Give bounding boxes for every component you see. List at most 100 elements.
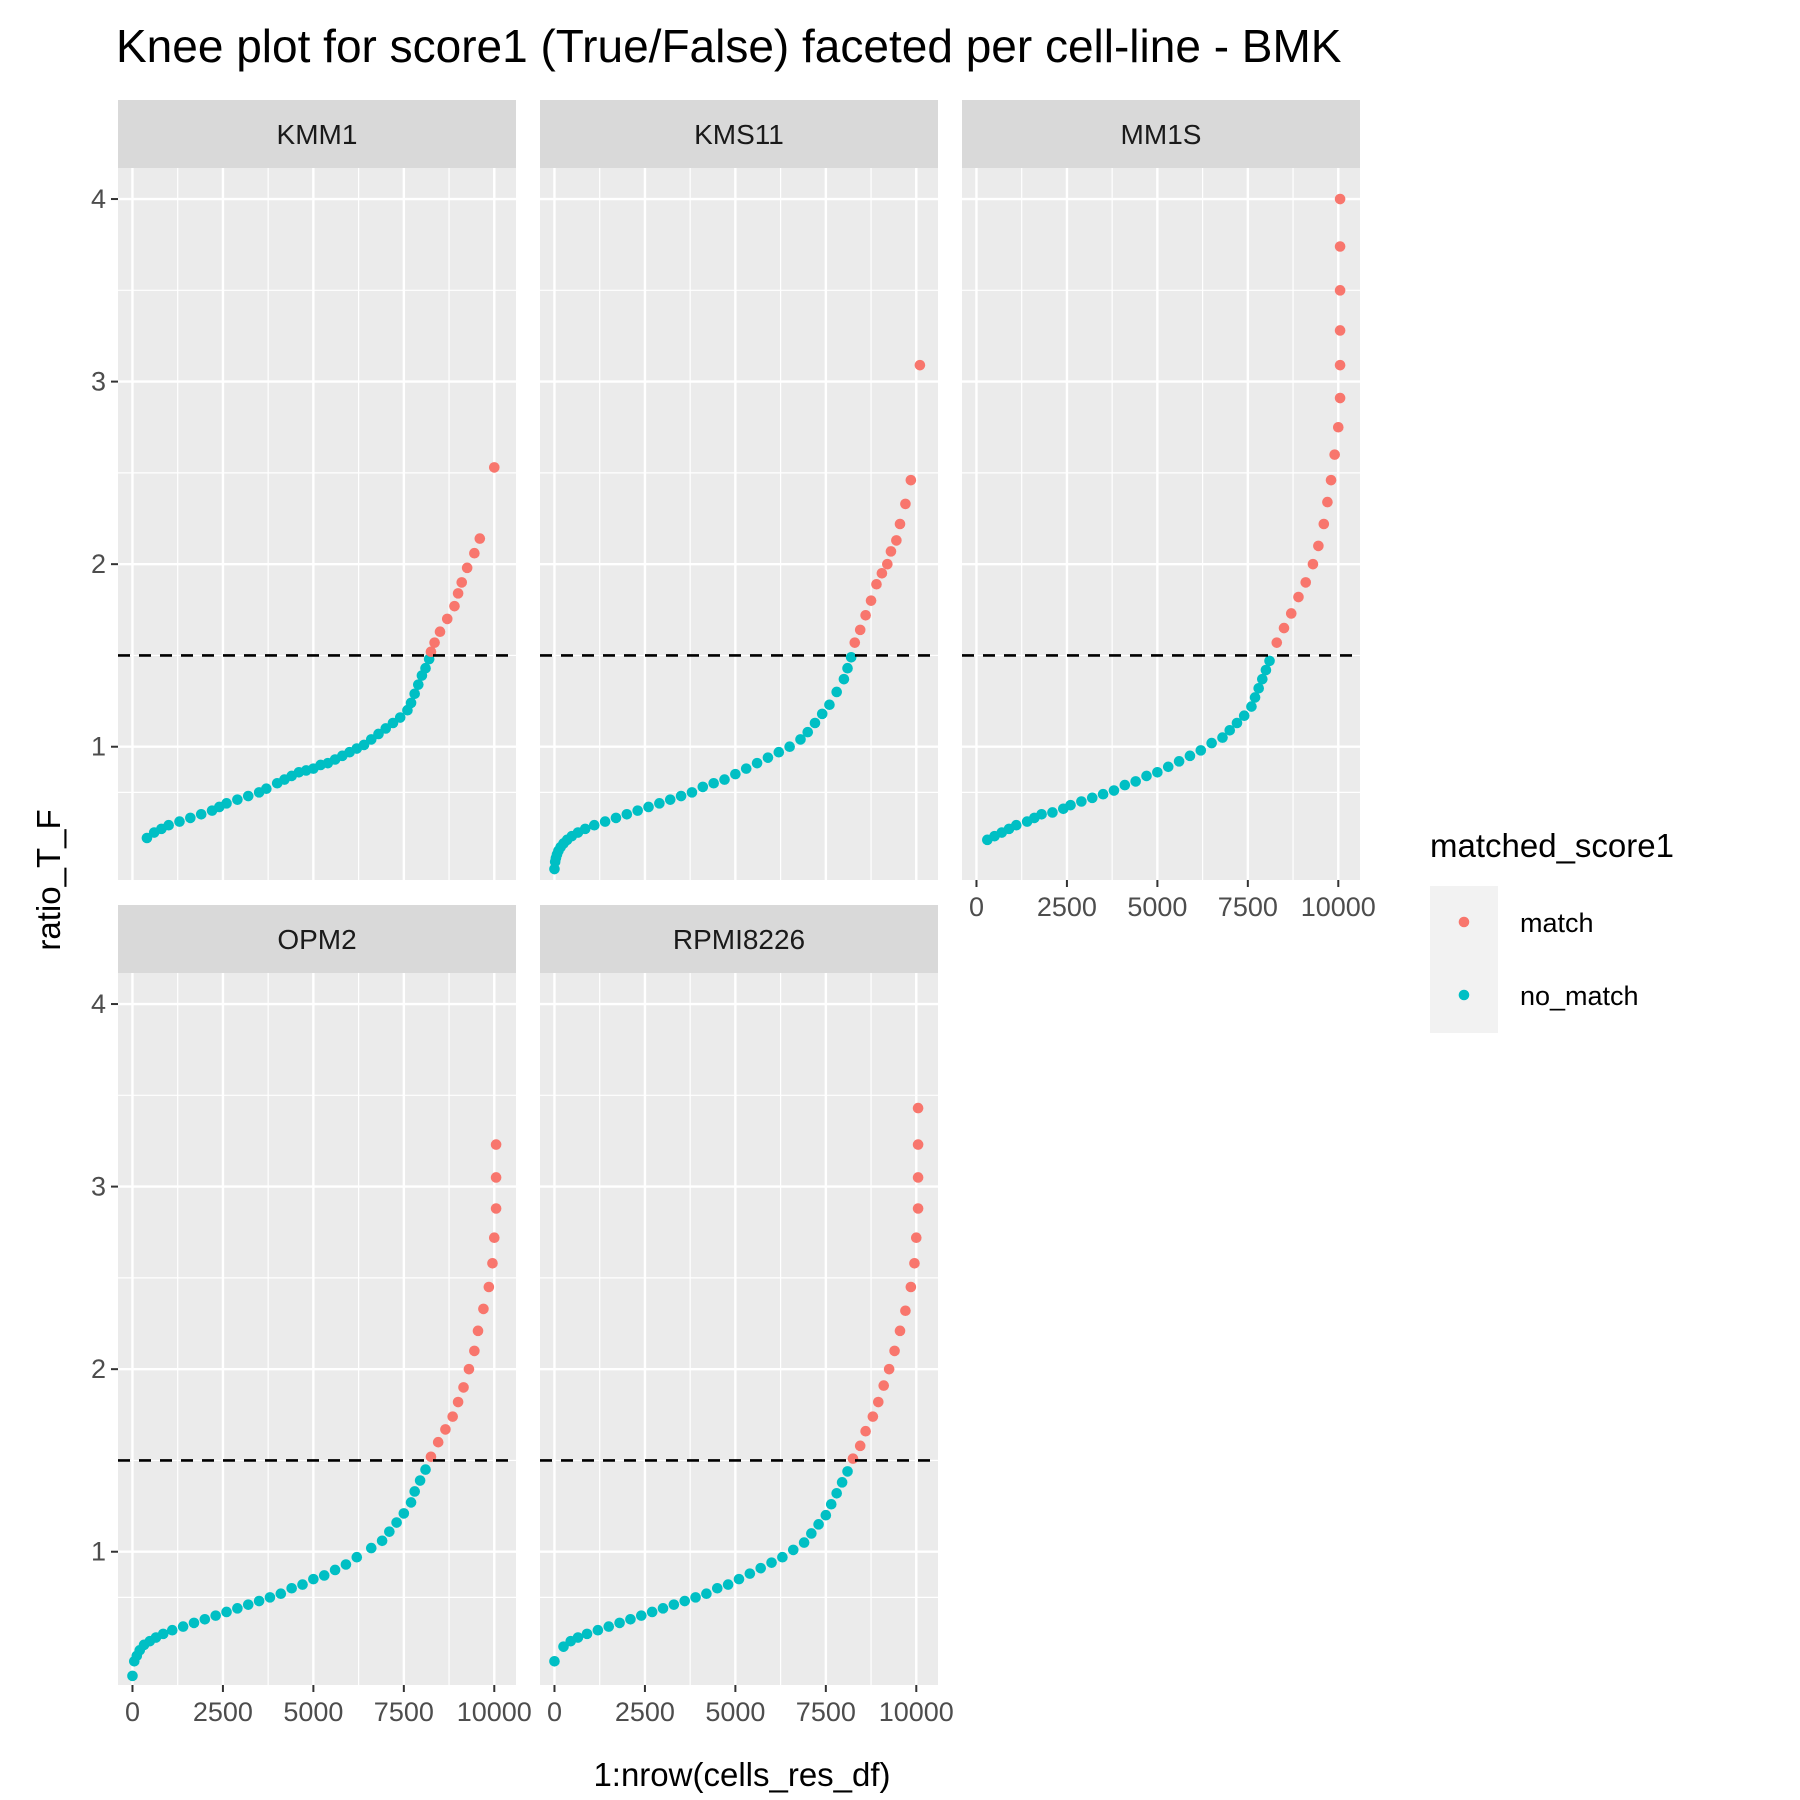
data-point-match (1334, 392, 1346, 404)
data-point-match (878, 1380, 890, 1391)
data-point-no-match (842, 1466, 853, 1477)
data-point-no-match (654, 798, 665, 809)
data-point-no-match (719, 774, 730, 785)
panel-background (540, 973, 938, 1685)
facet-strip (118, 100, 516, 168)
x-tick-label: 10000 (1301, 892, 1376, 922)
data-point-no-match (795, 734, 806, 745)
data-point-no-match (697, 781, 709, 793)
data-point-match (905, 1281, 917, 1293)
data-point-match (456, 577, 468, 588)
data-point-no-match (195, 808, 207, 820)
data-point-match (490, 1139, 502, 1150)
data-point-match (883, 1363, 895, 1375)
x-axis-title: 1:nrow(cells_res_df) (593, 1756, 890, 1793)
data-point-match (1334, 193, 1346, 205)
y-tick-label: 4 (91, 989, 106, 1019)
data-point-match (434, 626, 446, 638)
data-point-no-match (1065, 799, 1076, 811)
data-point-match (900, 1305, 911, 1317)
panel-background (118, 973, 516, 1685)
data-point-match (490, 1203, 502, 1214)
data-point-no-match (603, 1621, 615, 1632)
data-point-match (452, 1396, 464, 1408)
data-point-match (488, 462, 500, 473)
data-point-match (894, 1325, 906, 1337)
data-point-no-match (636, 1610, 647, 1621)
data-point-no-match (376, 1535, 388, 1547)
legend-title: matched_score1 (1430, 827, 1674, 864)
data-point-no-match (232, 1603, 243, 1614)
y-tick-label: 2 (91, 1354, 106, 1384)
data-point-match (1329, 449, 1340, 460)
data-point-no-match (751, 757, 763, 769)
facet-panel-kmm1: KMM1 1 2 3 4 (91, 100, 516, 880)
data-point-no-match (1162, 761, 1174, 773)
legend-key-match (1458, 916, 1470, 928)
data-point-no-match (166, 1624, 178, 1636)
data-point-no-match (1173, 756, 1185, 767)
data-point-no-match (275, 1588, 287, 1600)
data-point-no-match (1184, 750, 1196, 762)
data-point-no-match (558, 1641, 569, 1652)
data-point-no-match (398, 1508, 410, 1519)
data-point-no-match (1076, 796, 1087, 807)
panel-background (962, 168, 1360, 880)
data-point-no-match (1253, 683, 1264, 694)
facet-strip-label: KMM1 (277, 119, 358, 150)
data-point-no-match (1010, 819, 1022, 831)
data-point-match (440, 1424, 451, 1435)
data-point-no-match (141, 832, 153, 844)
data-point-no-match (253, 1595, 265, 1607)
facet-panel-mm1s: MM1S 0 2500 5000 7500 10000 (962, 100, 1376, 922)
data-point-no-match (1130, 776, 1141, 787)
data-point-no-match (825, 1498, 837, 1510)
legend-key-background (1430, 886, 1498, 1033)
data-point-match (894, 518, 906, 530)
data-point-match (463, 1363, 475, 1375)
data-point-no-match (766, 1557, 777, 1568)
data-point-no-match (1047, 807, 1058, 818)
data-point-no-match (177, 1621, 189, 1632)
data-point-no-match (380, 723, 392, 734)
data-point-no-match (409, 1486, 420, 1497)
data-point-no-match (646, 1606, 658, 1618)
data-point-no-match (809, 717, 821, 729)
data-point-no-match (744, 1568, 756, 1579)
legend-label-no-match: no_match (1520, 981, 1639, 1011)
x-tick-label: 2500 (1037, 892, 1097, 922)
data-point-match (449, 600, 460, 612)
facet-strip-label: MM1S (1121, 119, 1202, 150)
data-point-no-match (824, 699, 835, 711)
data-point-no-match (592, 1624, 604, 1636)
data-point-no-match (787, 1544, 799, 1556)
data-point-match (469, 1345, 480, 1357)
data-point-no-match (1108, 785, 1120, 796)
data-point-match (452, 588, 464, 599)
data-point-match (891, 535, 902, 546)
data-point-no-match (838, 673, 850, 685)
data-point-no-match (806, 1528, 817, 1539)
data-point-match (860, 1425, 871, 1437)
data-point-no-match (199, 1613, 211, 1625)
data-point-no-match (675, 790, 687, 802)
data-point-match (429, 637, 440, 648)
data-point-no-match (221, 1606, 232, 1618)
data-point-match (1322, 496, 1333, 508)
facet-strip (540, 905, 938, 973)
data-point-no-match (232, 794, 243, 805)
data-point-match (909, 1257, 920, 1269)
data-point-no-match (730, 768, 741, 780)
data-point-no-match (798, 1537, 810, 1548)
data-point-match (474, 533, 486, 544)
data-point-match (490, 1172, 502, 1183)
data-point-no-match (755, 1562, 767, 1574)
data-point-match (885, 546, 897, 557)
data-point-no-match (1231, 717, 1243, 729)
data-point-match (900, 498, 911, 510)
data-point-no-match (711, 1582, 723, 1594)
data-point-no-match (773, 746, 785, 758)
legend-key-no-match (1458, 989, 1470, 1001)
data-point-no-match (261, 783, 272, 795)
